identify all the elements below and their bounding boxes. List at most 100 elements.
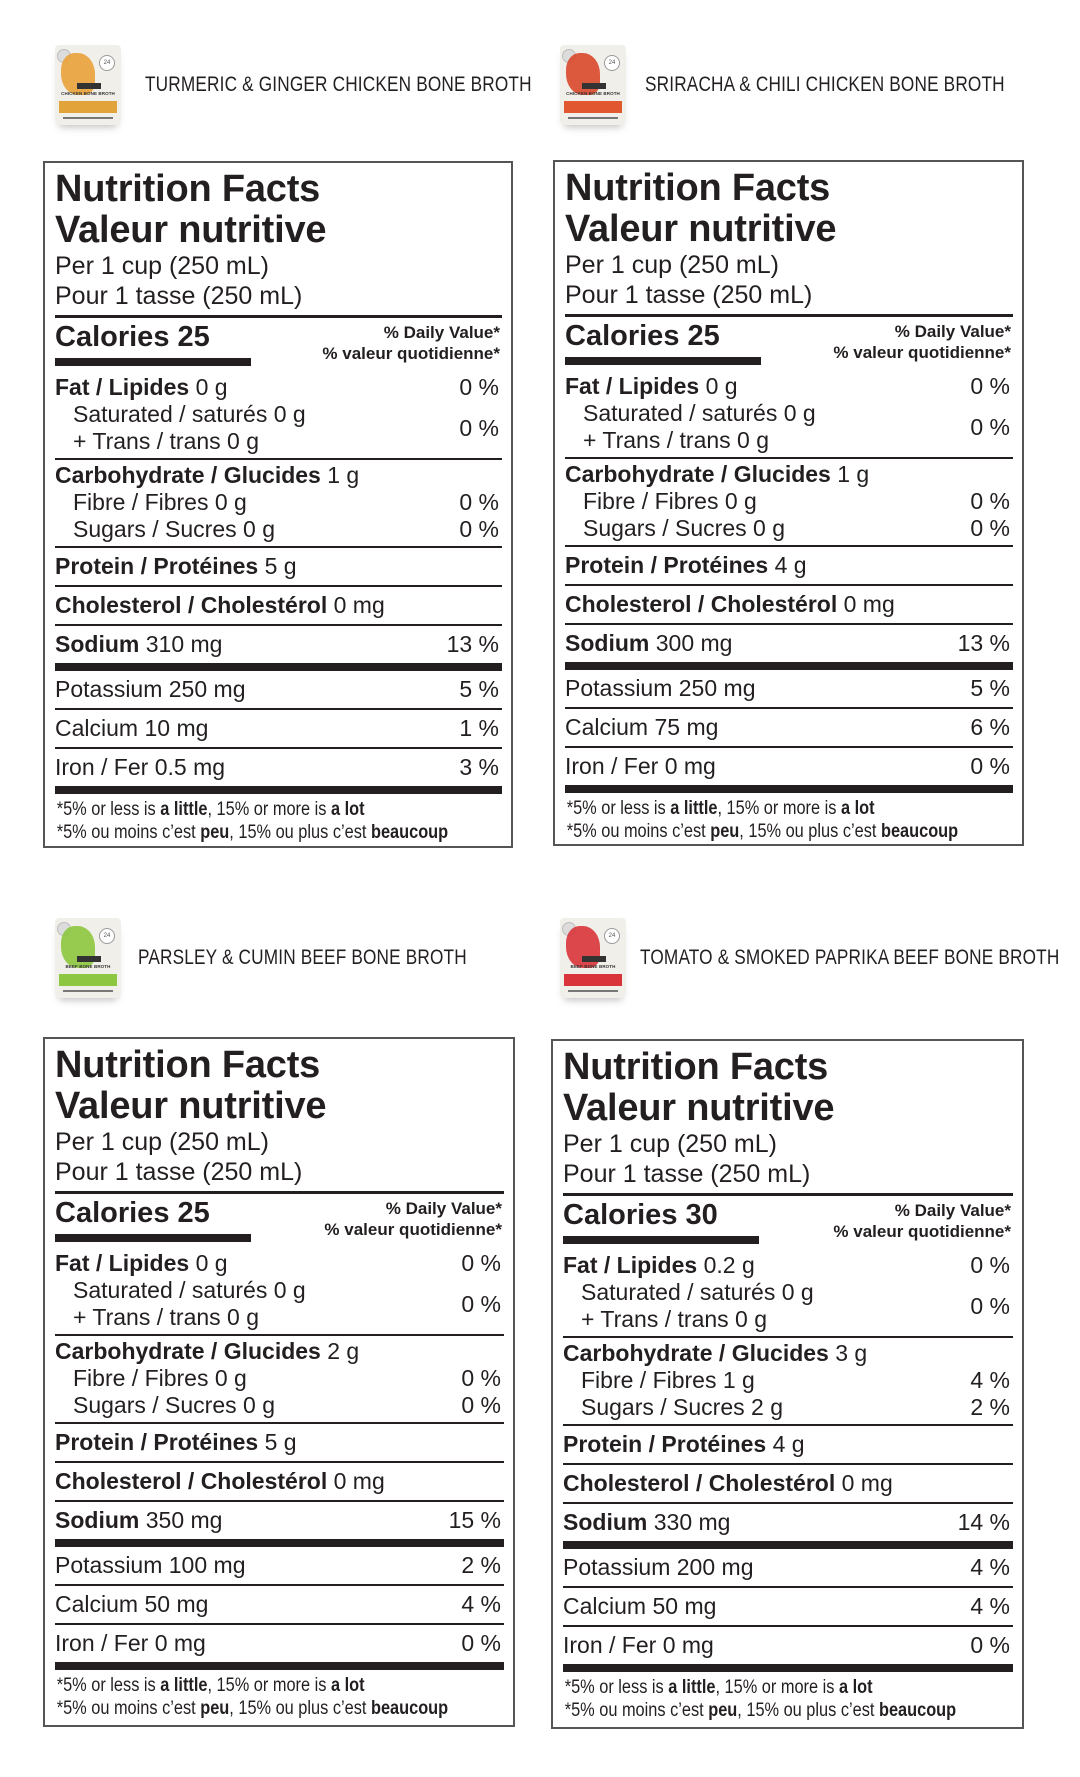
protein-row: Protein / Protéines 5 g xyxy=(55,548,502,585)
calcium-row: Calcium 75 mg 6 % xyxy=(565,709,1013,746)
nutrition-facts-title-en: Nutrition Facts xyxy=(55,1044,321,1086)
carb-value: 2 g xyxy=(327,1338,360,1364)
potassium-label: Potassium xyxy=(563,1554,671,1580)
fibre-value: 1 g xyxy=(722,1367,755,1393)
trans-row: + Trans / trans 0 g xyxy=(565,427,816,454)
iron-row: Iron / Fer 0.5 mg 3 % xyxy=(55,749,502,786)
cholesterol-value: 0 mg xyxy=(333,592,385,618)
sugars-value: 0 g xyxy=(753,515,786,541)
divider xyxy=(55,546,502,548)
divider xyxy=(565,746,1013,748)
divider xyxy=(55,1461,504,1463)
sodium-label: Sodium xyxy=(565,630,650,656)
footnote-text: , 15% or more is xyxy=(207,1675,331,1696)
footnote-emphasis: beaucoup xyxy=(370,822,449,843)
sugars-value: 2 g xyxy=(751,1394,784,1420)
footnote-text: *5% or less is xyxy=(564,1677,669,1698)
iron-value: 0 mg xyxy=(662,1632,714,1658)
saturated-row: Saturated / saturés 0 g xyxy=(55,1277,306,1304)
product-title: SRIRACHA & CHILI CHICKEN BONE BROTH xyxy=(645,73,1005,96)
pouch-label-text: BEEF BONE BROTH xyxy=(65,964,111,969)
fat-value: 0.2 g xyxy=(703,1252,755,1278)
calcium-row: Calcium 10 mg 1 % xyxy=(55,710,502,747)
sodium-value: 310 mg xyxy=(145,631,223,657)
divider xyxy=(55,1623,504,1625)
protein-row: Protein / Protéines 4 g xyxy=(563,1426,1013,1463)
fibre-percent: 0 % xyxy=(461,1365,501,1391)
potassium-value: 100 mg xyxy=(168,1552,246,1578)
footnote-emphasis: a lot xyxy=(330,799,365,820)
footnote-emphasis: a little xyxy=(668,1677,716,1698)
divider xyxy=(565,584,1013,586)
saturated-value: 0 g xyxy=(783,400,816,426)
calcium-value: 50 mg xyxy=(652,1593,717,1619)
divider xyxy=(563,1424,1013,1426)
pouch-footer-line xyxy=(568,117,618,119)
footnote-emphasis: a little xyxy=(160,1675,208,1696)
fibre-value: 0 g xyxy=(214,1365,247,1391)
calories-label: Calories xyxy=(55,1197,170,1229)
pouch-footer-line xyxy=(63,117,113,119)
pouch-label-text: CHICKEN BONE BROTH xyxy=(61,91,115,96)
fat-label: Fat / Lipides xyxy=(565,373,700,399)
fibre-value: 0 g xyxy=(214,489,247,515)
cholesterol-row: Cholesterol / Cholestérol 0 mg xyxy=(55,587,502,624)
protein-label: Protein / Protéines xyxy=(563,1431,767,1457)
product-pouch-image: 24 CHICKEN BONE BROTH xyxy=(560,45,626,125)
footnote-text: , 15% or more is xyxy=(717,798,841,819)
divider-thick xyxy=(55,1662,504,1670)
sodium-value: 300 mg xyxy=(655,630,733,656)
carb-section: Carbohydrate / Glucides 3 g Fibre / Fibr… xyxy=(563,1338,1013,1424)
serving-size-en: Per 1 cup (250 mL) xyxy=(565,251,779,279)
saturated-label: Saturated / saturés xyxy=(73,1277,268,1303)
serving-size-en: Per 1 cup (250 mL) xyxy=(55,252,269,280)
divider xyxy=(565,545,1013,547)
potassium-row: Potassium 250 mg 5 % xyxy=(565,670,1013,707)
product-title: PARSLEY & CUMIN BEEF BONE BROTH xyxy=(138,946,467,969)
footnote-en: *5% or less is a little, 15% or more is … xyxy=(57,798,440,821)
divider-thick xyxy=(565,662,1013,670)
carb-row: Carbohydrate / Glucides 1 g xyxy=(565,461,1013,488)
protein-label: Protein / Protéines xyxy=(55,1429,259,1455)
nutrition-facts-title-en: Nutrition Facts xyxy=(563,1046,829,1088)
divider xyxy=(565,457,1013,459)
daily-value-en: % Daily Value* xyxy=(383,323,500,342)
fibre-percent: 4 % xyxy=(970,1367,1010,1393)
iron-row: Iron / Fer 0 mg 0 % xyxy=(565,748,1013,785)
pouch-brand-logo xyxy=(582,956,606,962)
product-header: 24 BEEF BONE BROTH TOMATO & SMOKED PAPRI… xyxy=(560,918,1080,998)
saturated-value: 0 g xyxy=(781,1279,814,1305)
divider xyxy=(55,624,502,626)
footnote-text: , 15% or more is xyxy=(207,799,331,820)
calories-row: Calories 25 % Daily Value* % valeur quot… xyxy=(55,318,502,372)
footnote-emphasis: a little xyxy=(160,799,208,820)
divider xyxy=(563,1193,1013,1196)
product-header: 24 CHICKEN BONE BROTH TURMERIC & GINGER … xyxy=(55,45,617,125)
product-header: 24 CHICKEN BONE BROTH SRIRACHA & CHILI C… xyxy=(560,45,1080,125)
nutrition-facts-title-en: Nutrition Facts xyxy=(565,167,831,209)
fat-row: Fat / Lipides 0 g 0 % xyxy=(55,374,502,401)
divider-thick xyxy=(55,663,502,671)
footnote-en: *5% or less is a little, 15% or more is … xyxy=(57,1674,441,1697)
serving-size-fr: Pour 1 tasse (250 mL) xyxy=(565,281,813,309)
sodium-row: Sodium 300 mg 13 % xyxy=(565,625,1013,662)
fat-section: Fat / Lipides 0 g 0 % Saturated / saturé… xyxy=(55,372,502,458)
product-header: 24 BEEF BONE BROTH PARSLEY & CUMIN BEEF … xyxy=(55,918,539,998)
footnote-text: *5% ou moins c’est xyxy=(56,1698,201,1719)
calcium-percent: 1 % xyxy=(459,715,499,741)
daily-value-fr: % valeur quotidienne* xyxy=(322,344,500,363)
calories-row: Calories 25 % Daily Value* % valeur quot… xyxy=(565,317,1013,371)
sat-trans-percent: 0 % xyxy=(459,414,499,441)
trans-row: + Trans / trans 0 g xyxy=(563,1306,814,1333)
footnote-emphasis: a lot xyxy=(840,798,875,819)
calcium-row: Calcium 50 mg 4 % xyxy=(55,1586,504,1623)
footnote-text: , 15% ou plus c’est xyxy=(739,821,881,842)
potassium-label: Potassium xyxy=(55,676,163,702)
sodium-label: Sodium xyxy=(55,1507,140,1533)
sat-trans-percent: 0 % xyxy=(461,1290,501,1317)
saturated-label: Saturated / saturés xyxy=(581,1279,776,1305)
saturated-value: 0 g xyxy=(273,401,306,427)
cholesterol-value: 0 mg xyxy=(841,1470,893,1496)
daily-value-en: % Daily Value* xyxy=(385,1199,502,1218)
footnote: *5% or less is a little, 15% or more is … xyxy=(55,1670,448,1726)
